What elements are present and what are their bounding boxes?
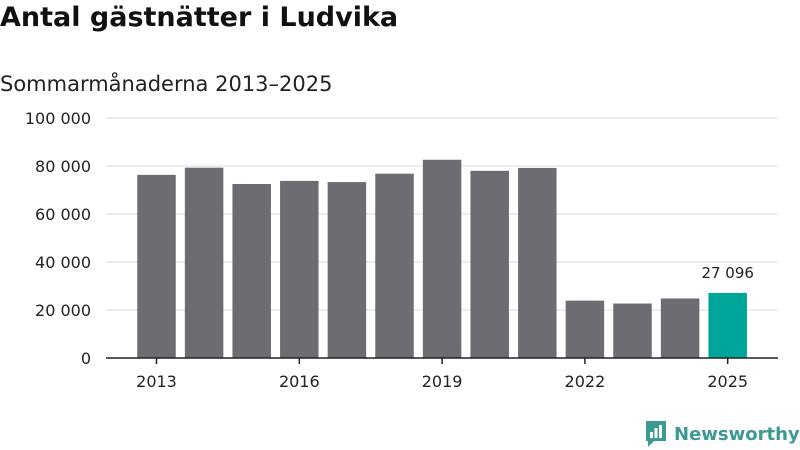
bar <box>708 292 747 358</box>
bar <box>137 174 176 358</box>
bar <box>660 298 700 358</box>
bar <box>470 170 509 358</box>
bar <box>613 303 652 358</box>
y-tick-label: 100 000 <box>25 109 91 128</box>
bar <box>184 167 224 358</box>
y-tick-label: 0 <box>81 349 91 368</box>
brand-name: Newsworthy <box>674 423 800 445</box>
chart-subtitle: Sommarmånaderna 2013–2025 <box>0 72 333 96</box>
y-tick-label: 60 000 <box>35 205 91 224</box>
bar <box>327 182 367 358</box>
x-tick-label: 2013 <box>136 372 177 391</box>
brand-logo: Newsworthy <box>644 419 800 449</box>
bar <box>518 167 557 358</box>
bar <box>422 159 462 358</box>
x-tick-label: 2025 <box>707 372 748 391</box>
bar <box>232 184 271 358</box>
bar <box>375 173 414 358</box>
x-tick-label: 2022 <box>565 372 606 391</box>
newsworthy-logo-icon <box>646 421 666 447</box>
x-tick-label: 2019 <box>422 372 463 391</box>
chart-title: Antal gästnätter i Ludvika <box>0 2 399 33</box>
bar <box>565 300 605 358</box>
bar <box>280 180 319 358</box>
data-label: 27 096 <box>701 264 754 282</box>
y-tick-label: 40 000 <box>35 253 91 272</box>
x-tick-label: 2016 <box>279 372 320 391</box>
y-tick-label: 80 000 <box>35 157 91 176</box>
y-tick-label: 20 000 <box>35 301 91 320</box>
